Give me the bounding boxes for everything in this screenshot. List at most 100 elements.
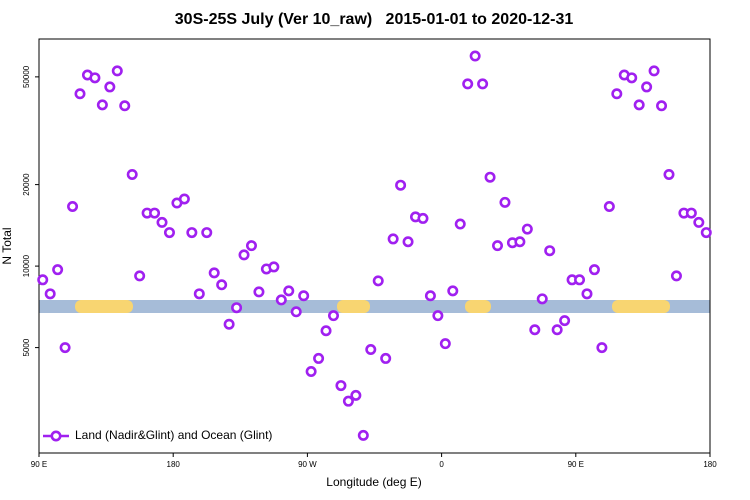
point [521,223,533,235]
point [492,240,504,252]
point [298,290,310,302]
point [178,193,190,205]
point [454,218,466,230]
x-axis-title: Longitude (deg E) [326,475,421,489]
point [313,352,325,364]
legend-label: Land (Nadir&Glint) and Ocean (Glint) [75,428,272,442]
ocean-band [39,300,710,313]
point [186,227,198,239]
point [514,236,526,248]
point [477,78,489,90]
point [529,324,541,336]
point [626,72,638,84]
point [305,366,317,378]
point [372,275,384,287]
point [499,196,511,208]
point [693,216,705,228]
point [134,270,146,282]
point [574,274,586,286]
point [357,429,369,441]
plot-frame [38,38,711,454]
surface-band [39,300,710,313]
point [37,274,49,286]
point [156,216,168,228]
point [74,88,86,100]
point [395,179,407,191]
point [342,395,354,407]
point [536,293,548,305]
point [424,290,436,302]
x-tick-label: 90 E [568,460,584,469]
point [119,100,131,112]
point [380,352,392,364]
point [216,279,228,291]
point [551,324,563,336]
point [387,233,399,245]
point [67,201,79,213]
point [320,325,332,337]
point [402,236,414,248]
x-tick-label: 0 [439,460,444,469]
point [89,72,101,84]
land-band [75,300,133,313]
point [559,315,571,327]
point [670,270,682,282]
point [104,81,116,93]
point [126,168,138,180]
y-tick-label: 5000 [22,338,31,356]
point [193,288,205,300]
point [484,171,496,183]
point [253,286,265,298]
point [633,99,645,111]
point [700,227,712,239]
point [268,261,280,273]
x-tick-label: 90 W [298,460,317,469]
point [641,81,653,93]
point [663,168,675,180]
point [603,201,615,213]
point [417,212,429,224]
point [231,302,243,314]
land-band [612,300,670,313]
point [596,342,608,354]
point [59,342,71,354]
point [588,264,600,276]
point [96,99,108,111]
land-band [337,300,370,313]
point [469,50,481,62]
point [275,294,287,306]
point [201,227,213,239]
y-axis-title: N Total [0,227,14,264]
y-tick-label: 20000 [22,173,31,196]
point [648,65,660,77]
point [111,65,123,77]
chart-title: 30S-25S July (Ver 10_raw) 2015-01-01 to … [175,11,574,28]
point [223,318,235,330]
point [283,285,295,297]
point [439,338,451,350]
legend-marker [50,430,62,442]
series [37,50,712,441]
point [245,240,257,252]
point [163,227,175,239]
point [685,207,697,219]
point [208,267,220,279]
point [462,78,474,90]
point [544,245,556,257]
point [335,380,347,392]
land-band [465,300,491,313]
point [52,264,64,276]
point [581,288,593,300]
point [447,285,459,297]
y-tick-label: 10000 [22,254,31,277]
point [327,310,339,322]
point [656,100,668,112]
y-tick-label: 50000 [22,65,31,88]
point [44,288,56,300]
point [611,88,623,100]
x-tick-label: 180 [167,460,181,469]
x-tick-label: 90 E [31,460,47,469]
point [350,389,362,401]
